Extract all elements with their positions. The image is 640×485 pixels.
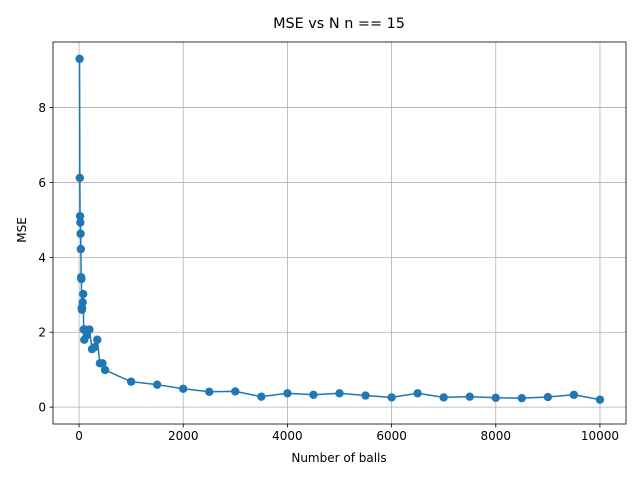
data-point: [75, 173, 85, 183]
data-point: [283, 389, 292, 398]
series-layer: [75, 54, 605, 404]
data-point: [439, 393, 448, 402]
data-point: [465, 392, 474, 401]
data-point: [569, 390, 579, 399]
grid-layer: [53, 42, 626, 424]
data-point: [413, 389, 422, 398]
data-point: [90, 343, 99, 352]
x-tick-label: 2000: [168, 429, 199, 443]
data-point: [93, 335, 102, 344]
y-tick-label: 8: [38, 101, 46, 115]
x-axis-label: Number of balls: [291, 451, 386, 465]
y-tick-label: 4: [38, 251, 46, 265]
data-point: [257, 392, 266, 401]
data-point: [335, 389, 344, 398]
y-tick-label: 2: [38, 326, 46, 340]
x-tick-label: 10000: [581, 429, 619, 443]
data-point: [76, 218, 85, 227]
data-point: [491, 393, 500, 402]
x-tick-label: 6000: [376, 429, 407, 443]
data-point: [543, 392, 553, 402]
data-point: [77, 274, 86, 284]
data-point: [595, 395, 605, 404]
y-tick-label: 0: [38, 401, 46, 415]
data-point: [100, 365, 110, 375]
data-point: [309, 390, 318, 399]
data-point: [387, 393, 396, 402]
data-point: [78, 298, 87, 307]
x-tick-label: 0: [75, 429, 83, 443]
data-point: [205, 387, 214, 396]
data-point: [231, 387, 240, 396]
chart-title: MSE vs N n == 15: [273, 16, 405, 32]
data-point: [85, 325, 94, 334]
data-point: [152, 380, 162, 389]
data-point: [179, 384, 188, 393]
data-point: [98, 359, 107, 368]
y-tick-label: 6: [38, 176, 46, 190]
data-point: [75, 211, 85, 221]
data-point: [76, 229, 85, 238]
data-point: [126, 377, 136, 386]
plot-frame: [52, 41, 627, 425]
ticks-layer: 0 2000 4000 6000 8000 10000 0 2 4 6 8: [38, 101, 619, 443]
data-point: [361, 391, 370, 400]
x-tick-label: 4000: [272, 429, 303, 443]
data-point: [76, 244, 86, 254]
data-point: [79, 289, 88, 299]
data-point: [75, 54, 84, 64]
y-axis-label: MSE: [15, 217, 29, 243]
x-tick-label: 8000: [480, 429, 511, 443]
data-point: [517, 393, 527, 403]
